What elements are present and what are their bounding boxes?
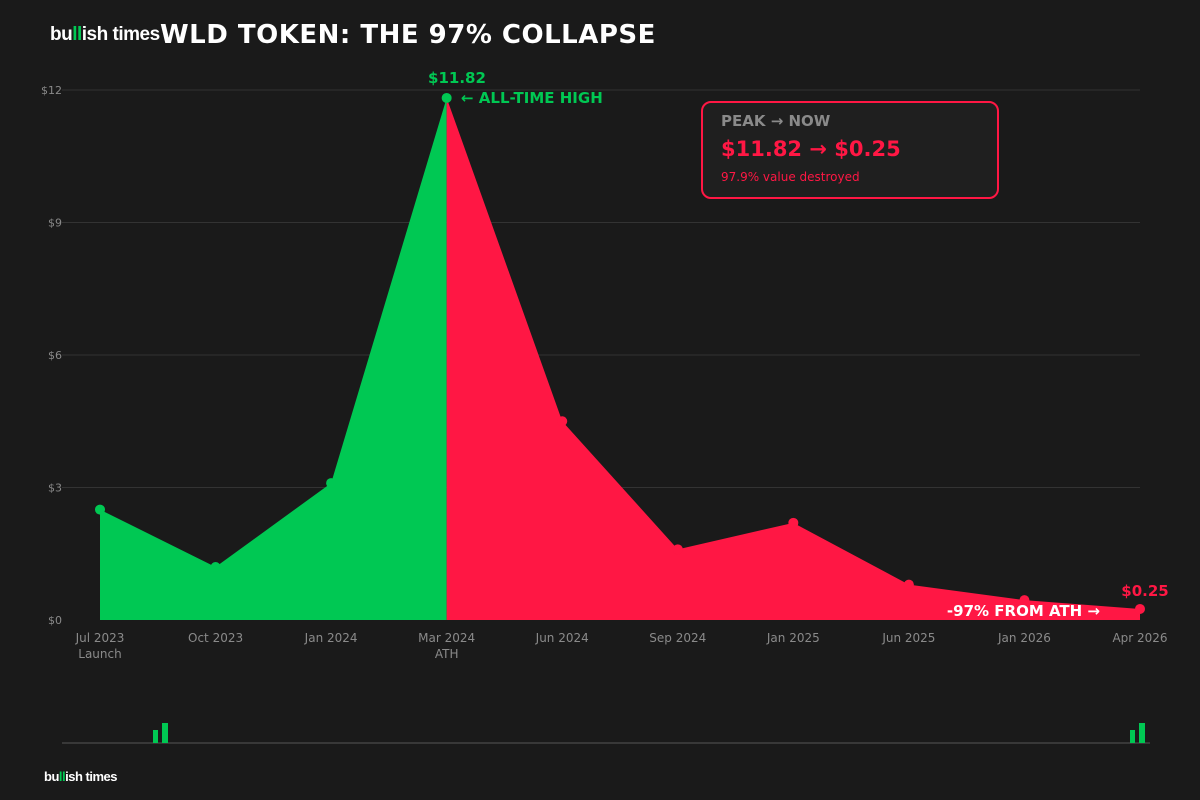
data-point	[441, 92, 452, 103]
areas	[100, 97, 1141, 620]
data-point	[1135, 603, 1145, 614]
data-points	[95, 92, 1145, 614]
summary-label: PEAK → NOW	[721, 112, 831, 130]
data-point	[557, 416, 568, 427]
x-tick-label: Jul 2023	[75, 631, 125, 645]
brand-logo: bullish times	[50, 24, 160, 45]
y-ticks: $0 $3 $6 $9 $12	[41, 84, 62, 627]
x-tick-label: Jan 2026	[997, 631, 1051, 645]
summary-value: $11.82 → $0.25	[721, 137, 901, 161]
chart-title: WLD TOKEN: THE 97% COLLAPSE	[160, 20, 656, 50]
y-tick-label: $3	[48, 482, 62, 495]
ath-value-label: $11.82	[428, 69, 486, 87]
x-tick-label: Jun 2024	[535, 631, 589, 645]
summary-box: PEAK → NOW $11.82 → $0.25 97.9% value de…	[701, 101, 999, 199]
y-tick-label: $12	[41, 84, 62, 97]
summary-subtext: 97.9% value destroyed	[721, 170, 860, 184]
x-tick-label: Oct 2023	[188, 631, 243, 645]
x-tick-sublabel: Launch	[78, 647, 121, 661]
annotations: $11.82 ← ALL-TIME HIGH $0.25 -97% FROM A…	[428, 69, 1169, 620]
now-label: -97% FROM ATH →	[947, 602, 1100, 620]
x-tick-label: Jan 2025	[766, 631, 820, 645]
now-value-label: $0.25	[1121, 582, 1168, 600]
area-rise	[100, 97, 447, 620]
footer-logo: bullish times	[44, 769, 117, 784]
x-tick-label: Jan 2024	[304, 631, 358, 645]
x-tick-sublabel: ATH	[435, 647, 459, 661]
area-fall	[446, 97, 1141, 620]
x-tick-label: Sep 2024	[649, 631, 706, 645]
data-point	[210, 562, 221, 572]
data-point	[95, 504, 105, 515]
data-point	[326, 478, 337, 489]
x-tick-label: Mar 2024	[418, 631, 475, 645]
x-tick-label: Jun 2025	[881, 631, 935, 645]
y-tick-label: $0	[48, 614, 62, 627]
x-ticks: Jul 2023 Launch Oct 2023 Jan 2024 Mar 2024 AT…	[75, 631, 1168, 661]
ath-label: ← ALL-TIME HIGH	[461, 89, 603, 107]
y-tick-label: $9	[48, 217, 62, 230]
y-tick-label: $6	[48, 349, 62, 362]
data-point	[788, 517, 799, 528]
x-tick-label: Apr 2026	[1112, 631, 1167, 645]
mini-candles	[62, 723, 1150, 744]
data-point	[903, 579, 914, 590]
data-point	[1019, 595, 1030, 606]
data-point	[672, 544, 683, 555]
